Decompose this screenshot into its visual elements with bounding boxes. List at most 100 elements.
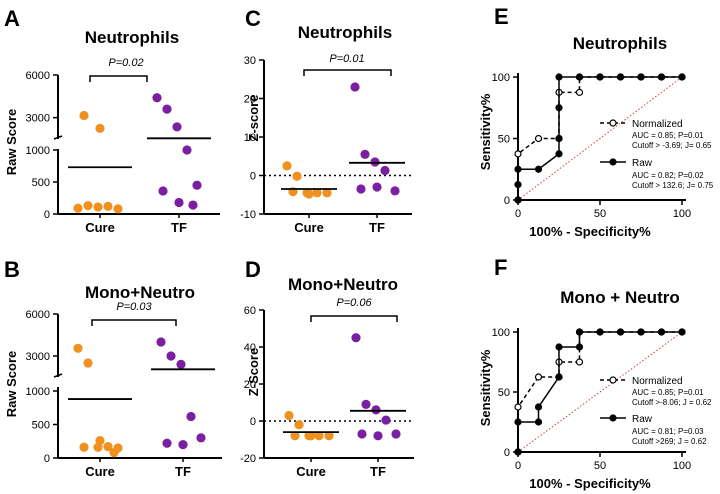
roc-point-raw (678, 73, 686, 81)
roc-point-normalized (534, 134, 543, 143)
data-point-cure (83, 201, 93, 211)
legend-f-raw-stat2: Cutoff >269; J = 0.62 (632, 437, 707, 446)
roc-point-raw (534, 418, 543, 426)
roc-point-raw (534, 165, 543, 173)
y-tick-label-f: 100 (492, 327, 510, 339)
data-point-tf (357, 429, 367, 439)
xlabel-f: 100% - Specificity% (529, 476, 651, 491)
data-point-tf (192, 180, 202, 190)
x-tick-label-f: 100 (673, 460, 691, 472)
roc-point-raw (555, 373, 563, 381)
data-point-cure (93, 202, 103, 212)
roc-point-raw (616, 73, 625, 81)
ylabel-b: Raw Score (4, 351, 19, 417)
roc-point-raw (514, 165, 522, 173)
data-point-tf (356, 184, 366, 194)
y-tick-label-c: -10 (240, 209, 256, 221)
data-point-cure (79, 442, 89, 452)
panel-label-b: B (4, 257, 20, 282)
y-tick-label-f: 0 (504, 447, 510, 459)
panel-label-d: D (245, 257, 261, 282)
ylabel-a: Raw Score (4, 109, 19, 175)
title-b: Mono+Neutro (85, 283, 195, 302)
x-tick-label-f: 50 (594, 460, 606, 472)
legend-e-normalized-stat2: Cutoff > -3.69; J= 0.65 (632, 141, 712, 150)
y-tick-label-b: 500 (32, 420, 50, 432)
y-tick-label-d: 60 (244, 305, 256, 317)
ylabel-e: Sensitivity% (478, 93, 493, 170)
y-tick-label-c: 20 (244, 94, 256, 106)
roc-point-raw (575, 328, 584, 336)
panel-label-f: F (494, 255, 507, 280)
roc-point-raw (555, 150, 563, 158)
data-point-tf (174, 197, 184, 208)
roc-point-raw (575, 343, 584, 351)
pvalue-a: P=0.02 (108, 57, 143, 69)
pvalue-d: P=0.06 (336, 297, 372, 309)
data-point-tf (361, 399, 371, 409)
data-point-cure (306, 431, 316, 441)
y-tick-label-c: 0 (250, 171, 256, 183)
x-tick-label-e: 0 (515, 208, 521, 220)
data-point-cure (73, 203, 83, 213)
title-e: Neutrophils (573, 34, 667, 53)
data-point-cure (304, 189, 314, 199)
x-tick-label-c: TF (369, 220, 385, 235)
data-point-tf (390, 186, 400, 196)
y-tick-label-c: 10 (244, 132, 256, 144)
legend-e-raw-stat2: Cutoff > 132.6; J= 0.75 (632, 181, 714, 190)
panel-label-e: E (494, 4, 509, 29)
x-tick-label-d: TF (370, 464, 386, 479)
legend-e-raw-stat1: AUC = 0.82; P=0.02 (632, 171, 704, 180)
roc-point-raw (596, 73, 604, 81)
roc-point-raw (657, 328, 666, 336)
y-tick-label-a: 3000 (26, 113, 50, 125)
x-tick-label-e: 100 (673, 208, 691, 220)
chance-line-f (517, 331, 683, 453)
roc-point-raw (637, 73, 645, 81)
y-tick-label-d: 0 (250, 416, 256, 428)
legend-f-raw-stat1: AUC = 0.81; P=0.03 (632, 427, 704, 436)
data-point-tf (381, 415, 391, 425)
data-point-tf (380, 165, 390, 176)
legend-f-normalized-stat2: Cutoff >-8.06; J = 0.62 (632, 398, 712, 407)
legend-marker-normalized (609, 376, 617, 384)
data-point-cure (103, 442, 113, 452)
y-tick-label-a: 500 (32, 177, 50, 189)
data-point-tf (162, 438, 172, 448)
significance-bar-d (310, 315, 398, 322)
data-point-tf (156, 337, 166, 347)
ylabel-c: Z-score (246, 95, 261, 142)
panel-label-c: C (245, 6, 261, 31)
y-tick-label-c: 30 (244, 55, 256, 67)
ylabel-d: Z-Score (246, 348, 261, 396)
data-point-tf (373, 431, 383, 441)
x-tick-label-c: Cure (294, 220, 324, 235)
y-tick-label-b: 1000 (26, 386, 50, 398)
data-point-tf (186, 411, 196, 422)
data-point-cure (294, 420, 304, 430)
data-point-cure (322, 188, 332, 198)
data-point-tf (350, 82, 360, 92)
y-tick-label-d: -20 (240, 453, 256, 465)
data-point-cure (292, 171, 302, 181)
data-point-tf (162, 104, 172, 114)
x-tick-label-b: Cure (85, 464, 115, 479)
roc-point-raw (534, 403, 543, 411)
data-point-cure (79, 110, 89, 121)
roc-point-raw (616, 328, 625, 336)
y-tick-label-e: 100 (492, 72, 510, 84)
roc-point-raw (555, 343, 563, 351)
y-tick-label-f: 50 (498, 387, 510, 399)
data-point-tf (360, 149, 370, 159)
data-point-tf (182, 145, 192, 155)
roc-point-raw (657, 73, 666, 81)
data-point-tf (176, 359, 186, 369)
roc-point-normalized (575, 358, 584, 366)
data-point-cure (103, 201, 113, 211)
panel-label-a: A (4, 6, 20, 31)
data-point-cure (314, 431, 324, 441)
chance-line-e (517, 76, 683, 201)
